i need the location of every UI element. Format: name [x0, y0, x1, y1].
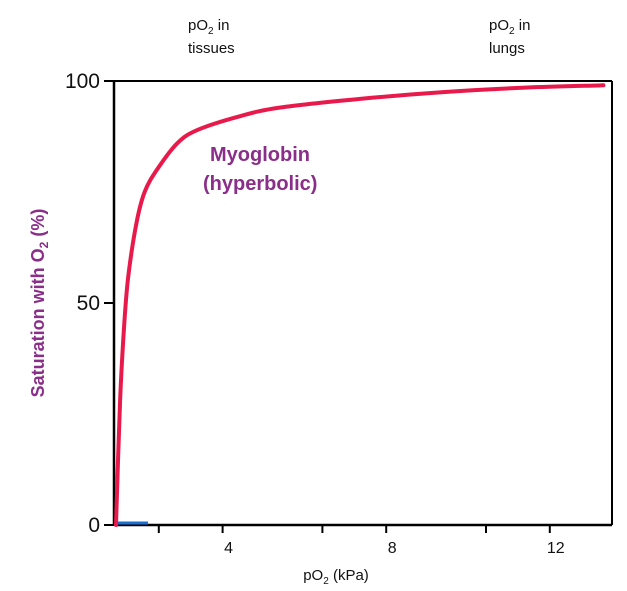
y-tick-label: 0: [88, 514, 100, 537]
myoglobin-curve: [114, 83, 606, 527]
y-axis-label: Saturation with O2 (%): [28, 209, 51, 398]
y-tick-label: 100: [65, 70, 100, 93]
svg-text:lungs: lungs: [489, 40, 525, 57]
top-label-lungs: pO2 in lungs: [489, 17, 530, 57]
svg-text:pO2 in: pO2 in: [188, 17, 229, 37]
svg-text:pO2 in: pO2 in: [489, 17, 530, 37]
x-axis-label: pO2 (kPa): [303, 567, 369, 587]
annotation-myoglobin: Myoglobin: [210, 144, 310, 166]
x-tick-label: 8: [388, 540, 397, 557]
y-tick-label: 50: [77, 292, 100, 315]
annotation-hyperbolic: (hyperbolic): [203, 173, 317, 195]
x-tick-label: 12: [547, 540, 565, 557]
x-tick-label: 4: [224, 540, 233, 557]
svg-text:tissues: tissues: [188, 40, 235, 57]
top-label-tissues: pO2 in tissues: [188, 17, 235, 57]
